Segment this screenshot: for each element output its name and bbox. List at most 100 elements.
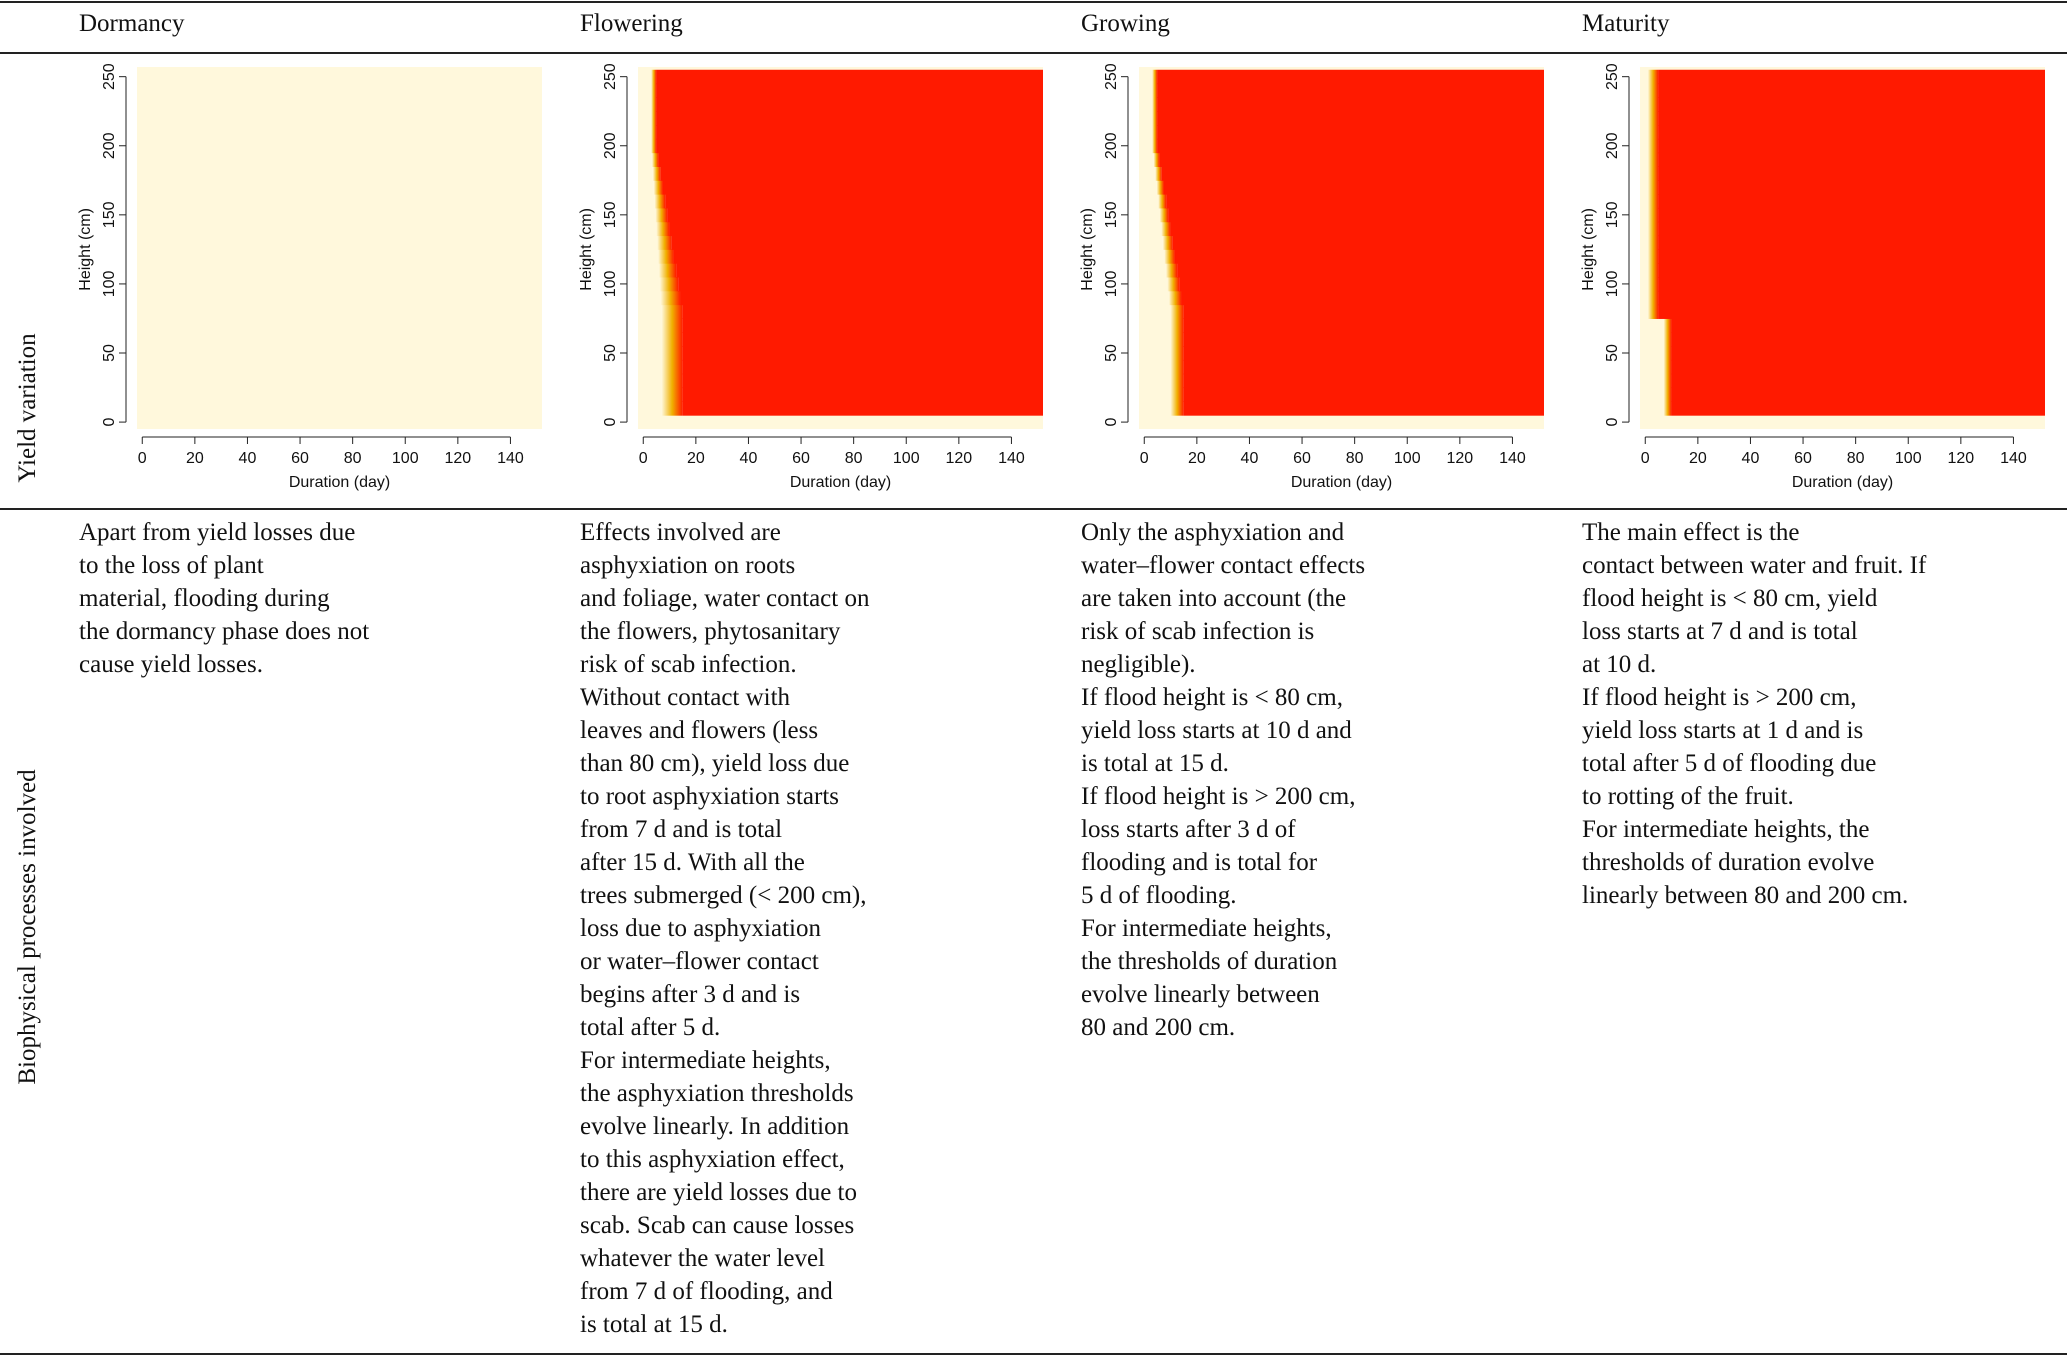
y-tick-label: 50 [602, 344, 619, 362]
transition-cell [1647, 194, 1659, 209]
x-axis-label: Duration (day) [1291, 474, 1392, 491]
transition-cell [1169, 290, 1182, 306]
text-line: yield loss starts at 1 d and is [1582, 717, 1864, 744]
transition-cell [660, 290, 681, 306]
text-line: total after 5 d of flooding due [1582, 750, 1877, 777]
plot-background [137, 67, 542, 429]
loss-cell [1658, 263, 2045, 278]
transition-cell [1647, 69, 1659, 85]
transition-cell [1162, 235, 1173, 250]
transition-cell [1170, 373, 1184, 389]
loss-cell [1157, 83, 1544, 98]
y-axis-label: Height (cm) [1079, 208, 1096, 291]
loss-cell [1177, 263, 1544, 278]
loss-cell [1159, 152, 1544, 167]
transition-cell [1170, 401, 1184, 416]
text-line: cause yield losses. [79, 651, 263, 678]
y-tick-label: 100 [1604, 270, 1621, 297]
transition-cell [1647, 180, 1659, 195]
loss-cell [1658, 180, 2045, 195]
x-tick-label: 80 [344, 450, 362, 467]
transition-cell [1647, 138, 1659, 154]
text-line: the flowers, phytosanitary [580, 618, 841, 645]
loss-cell [1174, 249, 1544, 264]
column-header: Dormancy [79, 10, 185, 37]
text-line: leaves and flowers (less [580, 717, 819, 744]
text-line: If flood height is > 200 cm, [1081, 783, 1356, 810]
text-line: at 10 d. [1582, 651, 1657, 678]
text-line: thresholds of duration evolve [1582, 849, 1875, 876]
loss-cell [656, 69, 1043, 85]
transition-cell [1170, 359, 1184, 375]
y-axis-label: Height (cm) [77, 208, 94, 291]
text-line: from 7 d of flooding, and [580, 1278, 833, 1305]
loss-cell [1658, 290, 2045, 306]
transition-cell [1663, 387, 1672, 402]
loss-cell [656, 125, 1043, 140]
transition-cell [661, 401, 683, 416]
text-line: whatever the water level [580, 1245, 826, 1272]
y-tick-label: 200 [602, 132, 619, 159]
x-tick-label: 60 [1293, 450, 1311, 467]
x-tick-label: 100 [392, 450, 419, 467]
text-line: The main effect is the [1582, 519, 1800, 546]
loss-cell [682, 359, 1043, 375]
transition-cell [1158, 194, 1167, 209]
transition-cell [1647, 235, 1659, 250]
loss-cell [1183, 387, 1544, 402]
x-tick-label: 80 [1346, 450, 1364, 467]
loss-cell [1183, 346, 1544, 361]
x-tick-label: 40 [740, 450, 758, 467]
loss-cell [660, 166, 1043, 181]
loss-cell [1658, 69, 2045, 85]
transition-cell [1155, 166, 1162, 181]
loss-cell [1658, 277, 2045, 292]
transition-cell [1152, 125, 1158, 140]
loss-cell [678, 277, 1043, 292]
transition-cell [1663, 401, 1672, 416]
text-line: loss starts at 7 d and is total [1582, 618, 1858, 645]
transition-cell [659, 263, 677, 278]
transition-cell [1647, 221, 1659, 237]
loss-cell [682, 401, 1043, 416]
transition-cell [1663, 346, 1672, 361]
transition-cell [1161, 221, 1171, 237]
transition-cell [661, 346, 683, 361]
text-line: linearly between 80 and 200 cm. [1582, 882, 1909, 909]
x-tick-label: 0 [138, 450, 147, 467]
text-line: flooding and is total for [1081, 849, 1318, 876]
x-tick-label: 120 [945, 450, 972, 467]
x-tick-label: 0 [1641, 450, 1650, 467]
loss-cell [1671, 318, 2045, 333]
transition-cell [1153, 152, 1160, 167]
transition-cell [1170, 387, 1184, 402]
text-line: is total at 15 d. [580, 1311, 728, 1338]
loss-cell [656, 97, 1043, 112]
text-line: flood height is < 80 cm, yield [1582, 585, 1878, 612]
x-tick-label: 20 [1188, 450, 1206, 467]
transition-cell [652, 152, 659, 167]
text-line: there are yield losses due to [580, 1179, 857, 1206]
text-line: For intermediate heights, the [1582, 816, 1870, 843]
loss-cell [1671, 332, 2045, 347]
transition-cell [1663, 373, 1672, 389]
transition-cell [1170, 304, 1184, 319]
transition-cell [1156, 180, 1164, 195]
loss-cell [680, 290, 1043, 306]
loss-cell [1671, 387, 2045, 402]
transition-cell [661, 304, 683, 319]
text-line: Apart from yield losses due [79, 519, 356, 546]
loss-cell [656, 111, 1043, 126]
chart: 0 20 40 60 80 100 120 140 0 50 100 150 200 250 Duratio… [1580, 63, 2045, 491]
transition-cell [1167, 277, 1180, 292]
loss-cell [665, 194, 1043, 209]
transition-cell [1152, 83, 1158, 98]
text-line: the thresholds of duration [1081, 948, 1338, 975]
text-line: asphyxiation on roots [580, 552, 796, 579]
y-tick-label: 50 [101, 344, 118, 362]
y-tick-label: 200 [101, 132, 118, 159]
y-tick-label: 100 [602, 270, 619, 297]
text-line: begins after 3 d and is [580, 981, 801, 1008]
transition-cell [1152, 69, 1158, 85]
